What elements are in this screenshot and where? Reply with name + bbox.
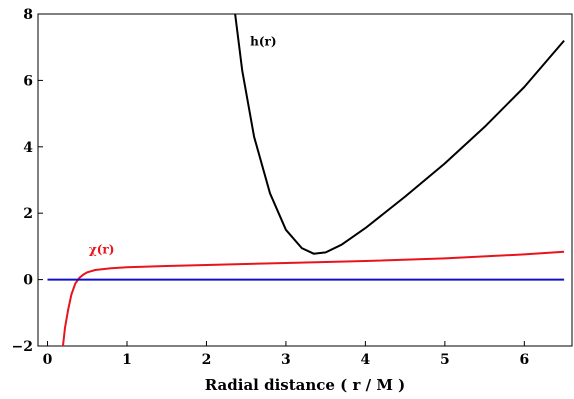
x-tick-label: 0: [43, 352, 53, 368]
plot-frame: [37, 13, 573, 347]
x-tick-label: 5: [440, 352, 450, 368]
x-tick-label: 1: [122, 352, 132, 368]
y-tick-label: 8: [23, 7, 33, 23]
x-tick-label: 3: [281, 352, 291, 368]
series-line-chi-curve: [61, 250, 565, 346]
y-tick-label: 6: [23, 73, 33, 89]
x-tick-label: 6: [519, 352, 529, 368]
annotation-group: h(r) χ(r): [89, 35, 277, 257]
x-tick-label: 2: [202, 352, 212, 368]
y-tick-label: 0: [23, 273, 33, 289]
x-tick-label: 4: [361, 352, 371, 368]
series-line-h-curve: [234, 14, 565, 255]
y-tick-label: 2: [23, 206, 33, 222]
series-group: [47, 14, 565, 346]
y-tick-label: −2: [12, 339, 33, 355]
y-tick-label: 4: [23, 140, 33, 156]
tick-group: 0 1 2 3 4 5 6 −2 0 2 4 6 8: [12, 7, 530, 368]
annotation-h: h(r): [250, 35, 276, 49]
annotation-chi: χ(r): [89, 243, 115, 257]
x-axis-title: Radial distance ( r / M ): [205, 376, 406, 394]
